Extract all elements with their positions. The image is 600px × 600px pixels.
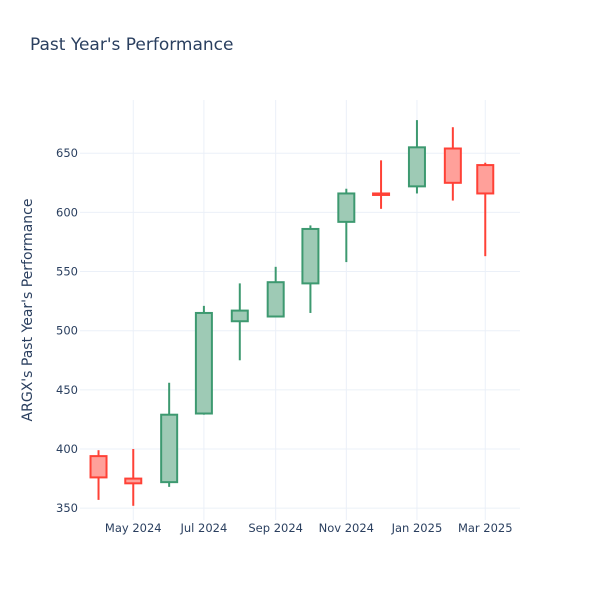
candle-increasing: [230, 283, 249, 361]
y-tick-label: 650: [56, 146, 78, 160]
candle-body: [266, 281, 285, 318]
candle-increasing: [301, 225, 320, 313]
candle-increasing: [194, 305, 213, 415]
candles: [89, 120, 495, 506]
candle-increasing: [337, 188, 356, 263]
candle-increasing: [407, 120, 426, 194]
x-tick-label: Mar 2025: [458, 521, 513, 535]
x-axis-ticks: May 2024 Jul 2024 Sep 2024 Nov 2024 Jan 2025…: [105, 521, 513, 535]
x-tick-label: Jan 2025: [391, 521, 443, 535]
candle-body: [337, 192, 356, 223]
y-tick-label: 350: [56, 501, 78, 515]
candle-body: [194, 311, 213, 415]
y-tick-label: 400: [56, 442, 78, 456]
y-axis-title: ARGX's Past Year's Performance: [20, 199, 36, 422]
y-tick-label: 500: [56, 324, 78, 338]
candle-increasing: [160, 382, 179, 487]
x-tick-label: Nov 2024: [319, 521, 374, 535]
y-axis-ticks: 350 400 450 500 550 600 650: [56, 146, 78, 515]
candle-decreasing: [476, 162, 495, 257]
candle-body: [443, 147, 462, 184]
candle-body: [372, 192, 391, 196]
y-tick-label: 450: [56, 383, 78, 397]
candle-body: [230, 309, 249, 323]
candle-decreasing: [372, 160, 391, 209]
candle-body: [89, 455, 108, 479]
chart-title: Past Year's Performance: [30, 35, 234, 55]
candle-decreasing: [443, 127, 462, 201]
candle-decreasing: [89, 450, 108, 500]
candle-body: [407, 146, 426, 188]
candle-body: [160, 413, 179, 484]
candle-decreasing: [124, 449, 143, 506]
x-tick-label: May 2024: [105, 521, 162, 535]
candle-body: [124, 477, 143, 485]
candle-body: [476, 164, 495, 195]
x-tick-label: Sep 2024: [248, 521, 303, 535]
candle-body: [301, 227, 320, 285]
y-tick-label: 600: [56, 205, 78, 219]
y-tick-label: 550: [56, 265, 78, 279]
candle-increasing: [266, 266, 285, 318]
x-tick-label: Jul 2024: [179, 521, 227, 535]
